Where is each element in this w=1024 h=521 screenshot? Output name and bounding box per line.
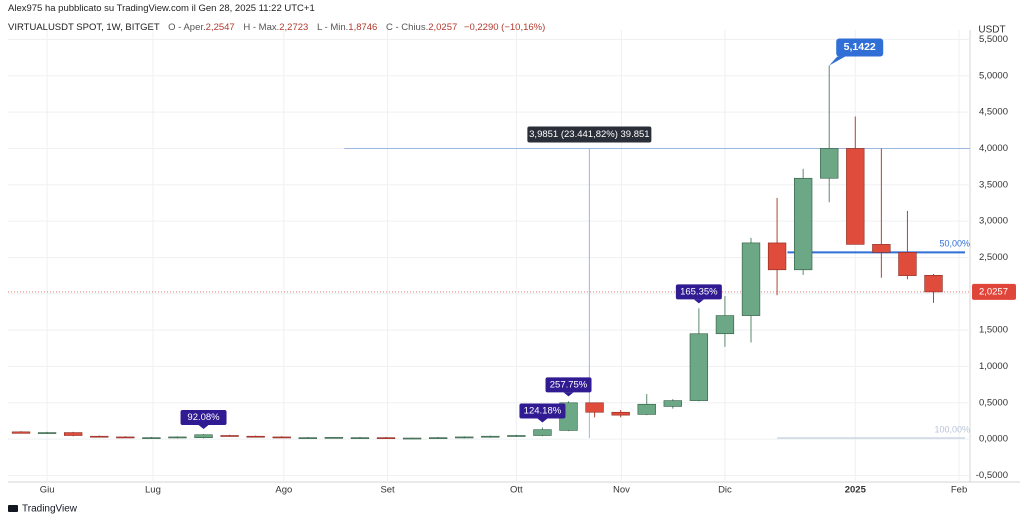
candle-body bbox=[793, 177, 813, 271]
ohlc-value: 2,2723 bbox=[279, 22, 309, 33]
candle-body bbox=[168, 436, 187, 439]
y-tick-label: 1,5000 bbox=[979, 325, 1008, 336]
y-tick-label: 3,5000 bbox=[979, 179, 1008, 190]
candle-body bbox=[533, 429, 552, 436]
candle-body bbox=[481, 435, 500, 438]
y-tick-label: 2,0000 bbox=[979, 288, 1008, 299]
y-tick-label: 4,5000 bbox=[979, 107, 1008, 118]
x-tick-label: Set bbox=[380, 485, 395, 496]
y-tick-label: -0,5000 bbox=[976, 470, 1008, 481]
x-tick-label: 2025 bbox=[845, 485, 867, 496]
candle-body bbox=[90, 435, 109, 438]
callout-pointer bbox=[537, 418, 548, 423]
callout-pointer bbox=[198, 425, 209, 430]
candle-body bbox=[820, 148, 839, 179]
candle-body bbox=[898, 252, 917, 276]
y-tick-label: 3,0000 bbox=[979, 216, 1008, 227]
callout-label: 124.18% bbox=[524, 406, 562, 417]
callout-box bbox=[545, 377, 592, 393]
candle-body bbox=[220, 435, 239, 437]
candle-body bbox=[194, 434, 213, 438]
candle-body bbox=[402, 437, 422, 440]
ohlc-label: L - Min. bbox=[316, 22, 349, 33]
callout-label: 257.75% bbox=[550, 379, 588, 390]
x-tick-label: Giu bbox=[40, 485, 55, 496]
y-tick-label: 5,0000 bbox=[979, 70, 1008, 81]
callout-label: 92.08% bbox=[187, 412, 220, 423]
candle-body bbox=[142, 437, 161, 439]
symbol: VIRTUALUSDT SPOT, 1W, BITGET bbox=[8, 22, 160, 33]
peak-pointer bbox=[829, 56, 846, 66]
measure-box bbox=[527, 126, 652, 143]
candle-body bbox=[637, 403, 656, 415]
change: −0,2290 (−10,16%) bbox=[463, 22, 546, 33]
candle-body bbox=[324, 437, 344, 439]
candle-body bbox=[507, 435, 526, 437]
ohlc-label: H - Max. bbox=[243, 22, 280, 33]
candle-body bbox=[846, 148, 865, 245]
fib-label: 100,00% bbox=[934, 424, 970, 434]
candle-body bbox=[924, 274, 943, 293]
candle-body bbox=[689, 333, 709, 401]
candle-body bbox=[741, 242, 761, 316]
peak-box bbox=[836, 38, 884, 57]
y-tick-label: 0,5000 bbox=[979, 397, 1008, 408]
ohlc-value: 2,2547 bbox=[205, 22, 235, 33]
peak-label: 5,1422 bbox=[844, 41, 876, 53]
ohlc-label: C - Chius. bbox=[385, 22, 429, 33]
x-tick-label: Ott bbox=[510, 485, 523, 496]
callout-pointer bbox=[693, 299, 704, 304]
candle-body bbox=[376, 437, 396, 439]
ohlc-value: 1,8746 bbox=[348, 22, 378, 33]
x-tick-label: Lug bbox=[145, 485, 161, 496]
candle-body bbox=[611, 411, 630, 416]
candle-body bbox=[11, 431, 31, 434]
footer-brand: TradingView bbox=[8, 504, 78, 515]
ohlc-label: O - Aper. bbox=[168, 22, 206, 33]
x-tick-label: Nov bbox=[613, 485, 630, 496]
x-tick-label: Dic bbox=[718, 485, 732, 496]
candle-body bbox=[715, 315, 735, 335]
ohlc-value: 2,0257 bbox=[428, 22, 458, 33]
callout-label: 165.35% bbox=[680, 286, 718, 297]
callout-box bbox=[180, 410, 227, 426]
callout-box bbox=[675, 284, 722, 300]
candle-body bbox=[872, 244, 891, 253]
y-tick-label: 0,0000 bbox=[979, 434, 1008, 445]
y-tick-label: 5,5000 bbox=[979, 34, 1008, 45]
callout-box bbox=[519, 403, 566, 419]
brand: TradingView bbox=[22, 504, 78, 515]
last-price-label: 2,0257 bbox=[979, 286, 1008, 297]
candle-body bbox=[428, 437, 448, 439]
candle-body bbox=[64, 432, 83, 436]
candle-body bbox=[455, 436, 474, 439]
y-tick-label: 4,0000 bbox=[979, 143, 1008, 154]
fib-label: 50,00% bbox=[939, 239, 970, 249]
last-price-box bbox=[972, 283, 1016, 300]
candle-body bbox=[585, 402, 604, 413]
x-tick-label: Ago bbox=[275, 485, 292, 496]
candle-body bbox=[767, 242, 787, 271]
measure-label: 3,9851 (23.441,82%) 39.851 bbox=[529, 129, 649, 140]
publisher: Alex975 ha pubblicato su TradingView.com… bbox=[8, 3, 315, 14]
candle-body bbox=[559, 402, 578, 431]
candle-body bbox=[272, 436, 291, 439]
axis-unit: USDT bbox=[978, 25, 1005, 36]
candle-body bbox=[37, 432, 57, 434]
callout-pointer bbox=[563, 392, 574, 397]
legend-bar: VIRTUALUSDT SPOT, 1W, BITGET O - Aper.2,… bbox=[8, 22, 545, 33]
candle-body bbox=[350, 437, 370, 439]
y-tick-label: 2,5000 bbox=[979, 252, 1008, 263]
logo bbox=[8, 505, 18, 512]
candle-body bbox=[116, 436, 135, 439]
x-tick-label: Feb bbox=[951, 485, 967, 496]
candle-body bbox=[298, 437, 317, 439]
candle-body bbox=[246, 435, 265, 438]
candle-body bbox=[663, 400, 682, 407]
y-tick-label: 1,0000 bbox=[979, 361, 1008, 372]
